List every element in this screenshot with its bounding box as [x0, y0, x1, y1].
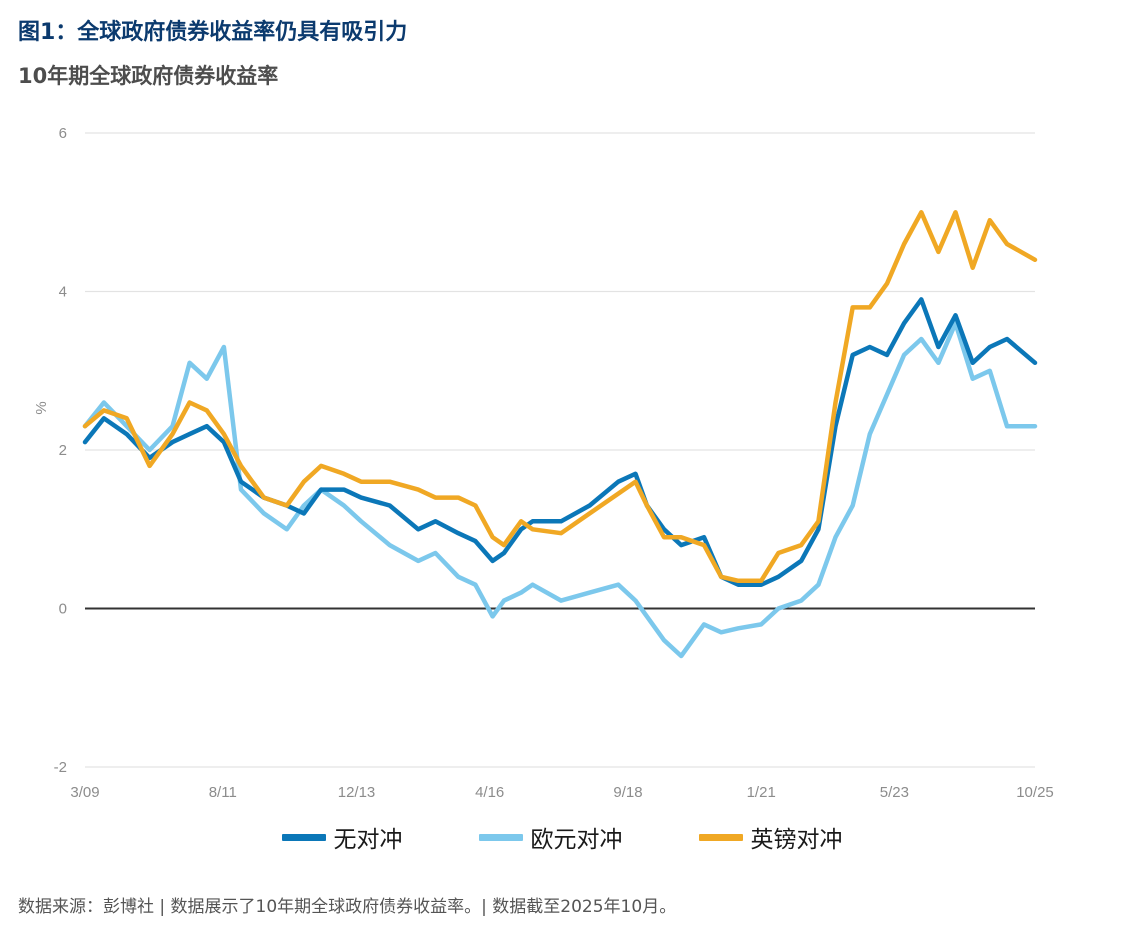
y-tick-label: 0: [59, 601, 67, 618]
legend-item-eur-hedged: 欧元对冲: [478, 820, 623, 854]
line-chart: 6 4 2 0 -2 3/09 8/11 12/13 4/16 9/18 1/21 5/23 10/2…: [33, 125, 1054, 801]
series-line-gbp-hedged: [82, 210, 1038, 584]
series-line-eur-hedged: [82, 320, 1038, 659]
y-tick-label: 2: [59, 442, 67, 459]
y-tick-labels: 6 4 2 0 -2: [54, 125, 67, 776]
legend-label-eur-hedged: 欧元对冲: [530, 827, 623, 853]
legend-swatch-gbp-hedged: [698, 833, 743, 841]
legend-label-unhedged: 无对冲: [333, 827, 403, 853]
x-tick-label: 8/11: [209, 784, 237, 801]
x-tick-label: 1/21: [747, 784, 776, 801]
legend-label-gbp-hedged: 英镑对冲: [750, 827, 843, 853]
legend-swatch-eur-hedged: [478, 833, 523, 841]
chart-subtitle: 10年期全球政府债券收益率: [18, 64, 279, 88]
y-tick-label: -2: [54, 759, 67, 776]
x-tick-label: 12/13: [338, 784, 376, 801]
y-tick-label: 6: [59, 125, 67, 142]
y-axis-label: %: [33, 401, 50, 414]
x-tick-label: 5/23: [880, 784, 909, 801]
y-tick-label: 4: [59, 284, 67, 301]
x-tick-label: 10/25: [1016, 784, 1054, 801]
x-tick-label: 9/18: [613, 784, 642, 801]
source-note: 数据来源：彭博社 | 数据展示了10年期全球政府债券收益率。| 数据截至2025…: [18, 897, 677, 917]
series-line-unhedged: [82, 297, 1038, 587]
x-tick-label: 3/09: [70, 784, 99, 801]
grid-lines: [85, 132, 1035, 768]
legend-item-gbp-hedged: 英镑对冲: [698, 820, 843, 854]
x-tick-labels: 3/09 8/11 12/13 4/16 9/18 1/21 5/23 10/25: [70, 784, 1053, 801]
x-tick-label: 4/16: [475, 784, 504, 801]
series-lines: [82, 210, 1038, 659]
legend-item-unhedged: 无对冲: [281, 820, 403, 854]
legend-swatch-unhedged: [281, 833, 326, 841]
figure-title: 图1：全球政府债券收益率仍具有吸引力: [18, 20, 408, 45]
legend: 无对冲 欧元对冲 英镑对冲: [0, 820, 1124, 854]
